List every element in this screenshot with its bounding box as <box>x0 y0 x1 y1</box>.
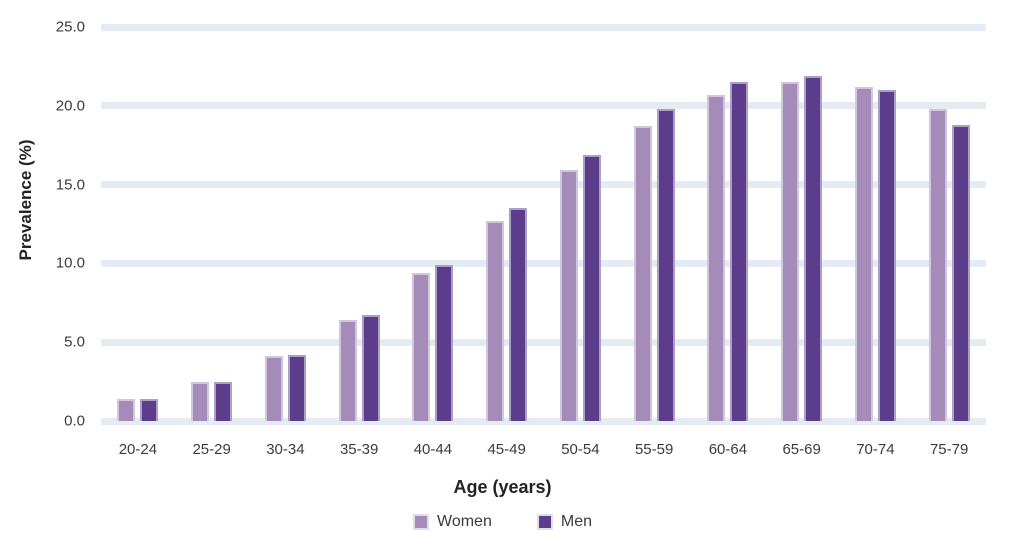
bar-men-20-24[interactable] <box>140 398 159 421</box>
bar-women-70-74[interactable] <box>854 86 873 421</box>
x-tick-label-20-24: 20-24 <box>118 441 158 458</box>
bar-group-40-44 <box>396 27 470 421</box>
gridline-5.0 <box>101 338 986 346</box>
gridline-0.0 <box>101 417 986 425</box>
bar-group-60-64 <box>691 27 765 421</box>
y-tick-label-5.0: 5.0 <box>64 333 85 351</box>
bar-group-25-29 <box>175 27 249 421</box>
bar-women-50-54[interactable] <box>559 170 578 421</box>
x-tick-label-55-59: 55-59 <box>634 441 674 458</box>
gridline-20.0 <box>101 102 986 110</box>
x-tick-label-50-54: 50-54 <box>561 441 600 458</box>
bar-group-35-39 <box>322 27 396 421</box>
bar-men-70-74[interactable] <box>877 90 896 421</box>
legend-swatch-men <box>536 514 553 530</box>
x-tick-label-25-29: 25-29 <box>192 441 231 458</box>
plot-area <box>101 23 986 425</box>
x-tick-label-75-79: 75-79 <box>929 441 969 458</box>
bar-men-45-49[interactable] <box>509 208 528 421</box>
bar-men-55-59[interactable] <box>656 108 675 421</box>
legend-item-men[interactable]: Men <box>536 513 592 531</box>
bar-women-45-49[interactable] <box>486 220 505 421</box>
y-tick-label-20.0: 20.0 <box>55 97 85 115</box>
bar-women-35-39[interactable] <box>338 320 357 421</box>
x-tick-label-70-74: 70-74 <box>856 441 895 458</box>
bar-women-55-59[interactable] <box>633 126 652 421</box>
x-tick-label-35-39: 35-39 <box>339 441 379 458</box>
y-tick-label-25.0: 25.0 <box>55 18 85 36</box>
y-tick-label-10.0: 10.0 <box>55 254 85 272</box>
bar-women-60-64[interactable] <box>707 94 726 421</box>
bar-group-50-54 <box>544 27 618 421</box>
bar-men-65-69[interactable] <box>804 75 823 421</box>
bar-group-20-24 <box>101 27 175 421</box>
legend-label-women: Women <box>437 513 492 530</box>
bar-men-35-39[interactable] <box>361 315 380 421</box>
bar-men-40-44[interactable] <box>435 264 454 421</box>
bar-group-55-59 <box>617 27 691 421</box>
bar-group-75-79 <box>912 27 986 421</box>
gridline-25.0 <box>101 23 986 31</box>
bar-men-25-29[interactable] <box>214 381 233 421</box>
x-tick-label-65-69: 65-69 <box>782 441 821 458</box>
x-tick-label-30-34: 30-34 <box>266 441 305 458</box>
bar-women-75-79[interactable] <box>928 108 947 421</box>
y-tick-label-15.0: 15.0 <box>55 176 85 194</box>
x-tick-label-45-49: 45-49 <box>487 441 526 458</box>
bar-group-45-49 <box>470 27 544 421</box>
x-axis-title: Age (years) <box>453 477 552 497</box>
legend-swatch-women <box>413 514 430 530</box>
bar-men-75-79[interactable] <box>951 124 970 421</box>
y-tick-label-0.0: 0.0 <box>64 412 85 430</box>
bar-women-40-44[interactable] <box>412 272 431 421</box>
bar-women-65-69[interactable] <box>781 82 800 421</box>
legend-label-men: Men <box>560 513 592 530</box>
x-tick-label-40-44: 40-44 <box>413 441 453 458</box>
bar-group-30-34 <box>249 27 323 421</box>
bar-men-50-54[interactable] <box>582 154 601 421</box>
bar-women-30-34[interactable] <box>264 356 283 421</box>
x-axis-tick-labels: 20-24 25-29 30-34 35-39 40-44 45-49 50-54 55-59… <box>101 441 986 458</box>
x-tick-label-60-64: 60-64 <box>708 441 748 458</box>
bar-groups <box>101 27 986 421</box>
bar-men-30-34[interactable] <box>287 354 306 421</box>
bar-group-65-69 <box>765 27 839 421</box>
gridline-15.0 <box>101 181 986 189</box>
bar-group-70-74 <box>839 27 913 421</box>
gridline-10.0 <box>101 259 986 267</box>
bar-women-20-24[interactable] <box>117 398 136 421</box>
bar-women-25-29[interactable] <box>191 381 210 421</box>
chart-legend: Women Men <box>0 513 1005 531</box>
y-axis-tick-labels: 0.0 5.0 10.0 15.0 20.0 25.0 <box>30 19 85 430</box>
bar-men-60-64[interactable] <box>730 82 749 421</box>
legend-item-women[interactable]: Women <box>413 513 492 531</box>
